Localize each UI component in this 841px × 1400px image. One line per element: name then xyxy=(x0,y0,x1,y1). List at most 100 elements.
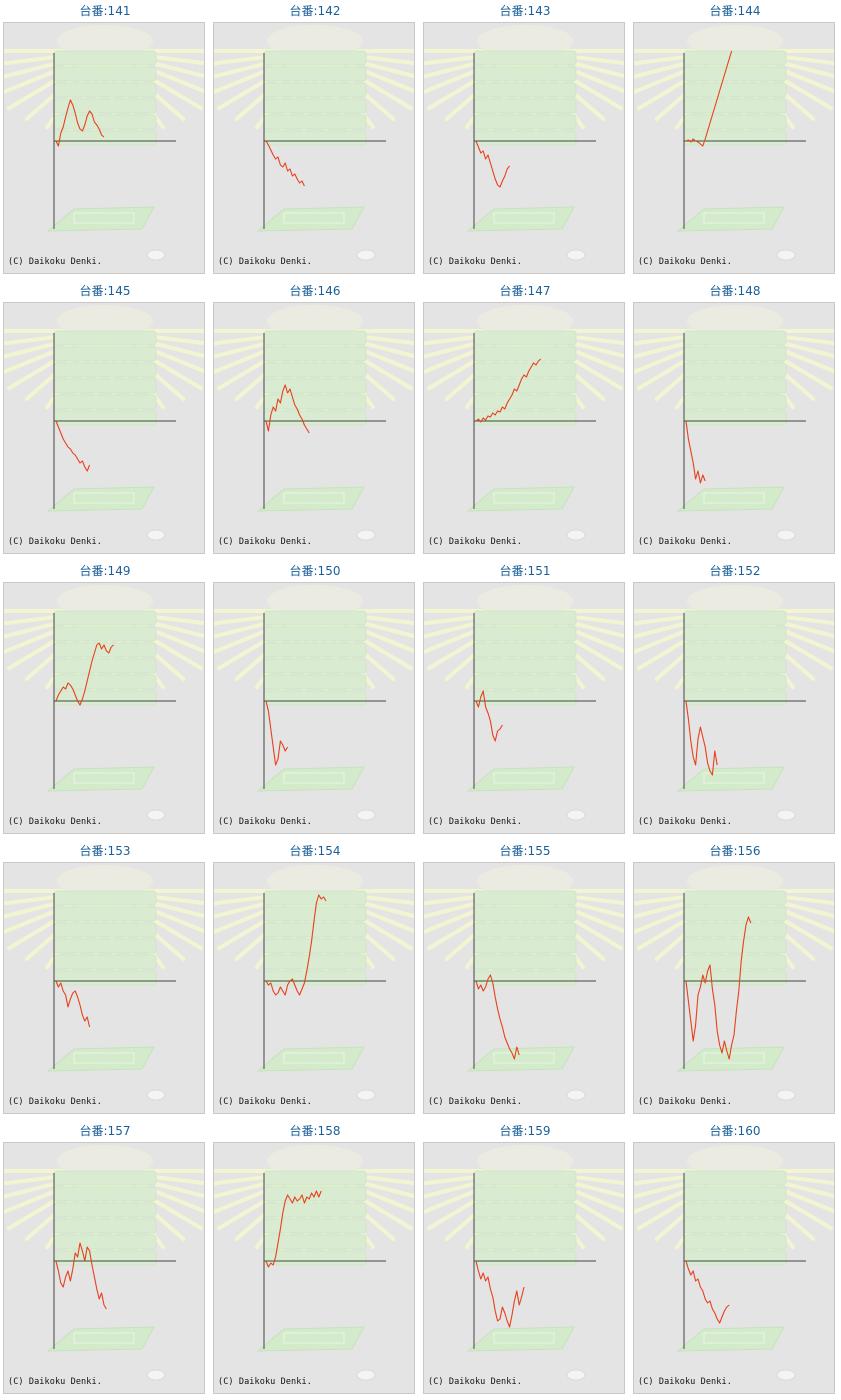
copyright-text: (C) Daikoku Denki. xyxy=(8,257,102,267)
machine-cell[interactable]: 台番:144 (C) Daikoku Denki. xyxy=(630,0,840,280)
panel-background-art xyxy=(214,585,414,821)
machine-cell[interactable]: 台番:156 (C) Daikoku Denki. xyxy=(630,840,840,1120)
machine-number-label[interactable]: 台番:160 xyxy=(709,1124,761,1138)
machine-cell[interactable]: 台番:159 (C) Daikoku Denki. xyxy=(420,1120,630,1400)
machine-number-label[interactable]: 台番:155 xyxy=(499,844,551,858)
graph-svg xyxy=(4,865,204,1101)
payout-line xyxy=(685,50,733,147)
machine-number-label[interactable]: 台番:151 xyxy=(499,564,551,578)
payout-graph: (C) Daikoku Denki. xyxy=(633,582,835,834)
graph-svg xyxy=(424,305,624,541)
machine-cell[interactable]: 台番:151 (C) Daikoku Denki. xyxy=(420,560,630,840)
machine-cell[interactable]: 台番:145 (C) Daikoku Denki. xyxy=(0,280,210,560)
panel-background-art xyxy=(4,585,204,821)
panel-background-art xyxy=(214,865,414,1101)
graph-svg xyxy=(214,585,414,821)
payout-line xyxy=(475,140,511,188)
machine-cell[interactable]: 台番:148 (C) Daikoku Denki. xyxy=(630,280,840,560)
machine-number-label[interactable]: 台番:153 xyxy=(79,844,131,858)
payout-graph: (C) Daikoku Denki. xyxy=(213,302,415,554)
copyright-text: (C) Daikoku Denki. xyxy=(8,537,102,547)
copyright-text: (C) Daikoku Denki. xyxy=(428,1097,522,1107)
panel-background-art xyxy=(634,865,834,1101)
machine-cell[interactable]: 台番:158 (C) Daikoku Denki. xyxy=(210,1120,420,1400)
machine-cell[interactable]: 台番:149 (C) Daikoku Denki. xyxy=(0,560,210,840)
copyright-text: (C) Daikoku Denki. xyxy=(8,817,102,827)
graph-svg xyxy=(634,585,834,821)
machine-number-label[interactable]: 台番:143 xyxy=(499,4,551,18)
machine-number-label[interactable]: 台番:152 xyxy=(709,564,761,578)
graph-svg xyxy=(424,1145,624,1381)
copyright-text: (C) Daikoku Denki. xyxy=(638,257,732,267)
machine-cell[interactable]: 台番:150 (C) Daikoku Denki. xyxy=(210,560,420,840)
payout-line xyxy=(55,642,114,706)
graph-svg xyxy=(4,305,204,541)
graph-svg xyxy=(214,25,414,261)
copyright-text: (C) Daikoku Denki. xyxy=(638,1377,732,1387)
copyright-text: (C) Daikoku Denki. xyxy=(428,257,522,267)
machine-number-label[interactable]: 台番:149 xyxy=(79,564,131,578)
copyright-text: (C) Daikoku Denki. xyxy=(428,817,522,827)
payout-graph: (C) Daikoku Denki. xyxy=(423,862,625,1114)
machine-cell[interactable]: 台番:160 (C) Daikoku Denki. xyxy=(630,1120,840,1400)
panel-background-art xyxy=(424,865,624,1101)
machine-number-label[interactable]: 台番:148 xyxy=(709,284,761,298)
payout-line xyxy=(265,384,310,434)
payout-graph: (C) Daikoku Denki. xyxy=(213,22,415,274)
graph-svg xyxy=(634,25,834,261)
payout-graph: (C) Daikoku Denki. xyxy=(423,22,625,274)
payout-graph: (C) Daikoku Denki. xyxy=(3,22,205,274)
machine-number-label[interactable]: 台番:146 xyxy=(289,284,341,298)
payout-graph: (C) Daikoku Denki. xyxy=(213,582,415,834)
copyright-text: (C) Daikoku Denki. xyxy=(218,1377,312,1387)
panel-background-art xyxy=(424,585,624,821)
graph-svg xyxy=(214,305,414,541)
machine-number-label[interactable]: 台番:144 xyxy=(709,4,761,18)
panel-background-art xyxy=(424,1145,624,1381)
machine-cell[interactable]: 台番:154 (C) Daikoku Denki. xyxy=(210,840,420,1120)
machine-cell[interactable]: 台番:143 (C) Daikoku Denki. xyxy=(420,0,630,280)
machine-number-label[interactable]: 台番:158 xyxy=(289,1124,341,1138)
payout-line xyxy=(265,700,289,766)
graph-svg xyxy=(4,25,204,261)
machine-number-label[interactable]: 台番:147 xyxy=(499,284,551,298)
payout-line xyxy=(685,700,718,776)
payout-line xyxy=(685,916,752,1060)
payout-graph: (C) Daikoku Denki. xyxy=(423,582,625,834)
panel-background-art xyxy=(4,25,204,261)
copyright-text: (C) Daikoku Denki. xyxy=(428,1377,522,1387)
machine-cell[interactable]: 台番:157 (C) Daikoku Denki. xyxy=(0,1120,210,1400)
machine-cell[interactable]: 台番:153 (C) Daikoku Denki. xyxy=(0,840,210,1120)
machine-cell[interactable]: 台番:142 (C) Daikoku Denki. xyxy=(210,0,420,280)
machine-number-label[interactable]: 台番:150 xyxy=(289,564,341,578)
payout-graph: (C) Daikoku Denki. xyxy=(633,22,835,274)
copyright-text: (C) Daikoku Denki. xyxy=(638,537,732,547)
payout-line xyxy=(265,1190,322,1268)
panel-background-art xyxy=(214,305,414,541)
machine-number-label[interactable]: 台番:142 xyxy=(289,4,341,18)
panel-background-art xyxy=(4,1145,204,1381)
payout-graph: (C) Daikoku Denki. xyxy=(3,302,205,554)
machine-number-label[interactable]: 台番:154 xyxy=(289,844,341,858)
machine-number-label[interactable]: 台番:159 xyxy=(499,1124,551,1138)
payout-line xyxy=(685,1260,730,1324)
graph-svg xyxy=(634,1145,834,1381)
machine-cell[interactable]: 台番:147 (C) Daikoku Denki. xyxy=(420,280,630,560)
payout-graph: (C) Daikoku Denki. xyxy=(3,1142,205,1394)
machine-number-label[interactable]: 台番:141 xyxy=(79,4,131,18)
machine-cell[interactable]: 台番:146 (C) Daikoku Denki. xyxy=(210,280,420,560)
machine-cell[interactable]: 台番:155 (C) Daikoku Denki. xyxy=(420,840,630,1120)
copyright-text: (C) Daikoku Denki. xyxy=(8,1097,102,1107)
machine-cell[interactable]: 台番:141 (C) Daikoku Denki. xyxy=(0,0,210,280)
machine-number-label[interactable]: 台番:156 xyxy=(709,844,761,858)
machine-cell[interactable]: 台番:152 (C) Daikoku Denki. xyxy=(630,560,840,840)
machine-number-label[interactable]: 台番:145 xyxy=(79,284,131,298)
graph-svg xyxy=(424,25,624,261)
panel-background-art xyxy=(4,865,204,1101)
payout-graph: (C) Daikoku Denki. xyxy=(633,302,835,554)
payout-graph: (C) Daikoku Denki. xyxy=(633,1142,835,1394)
copyright-text: (C) Daikoku Denki. xyxy=(218,1097,312,1107)
machine-number-label[interactable]: 台番:157 xyxy=(79,1124,131,1138)
copyright-text: (C) Daikoku Denki. xyxy=(218,537,312,547)
